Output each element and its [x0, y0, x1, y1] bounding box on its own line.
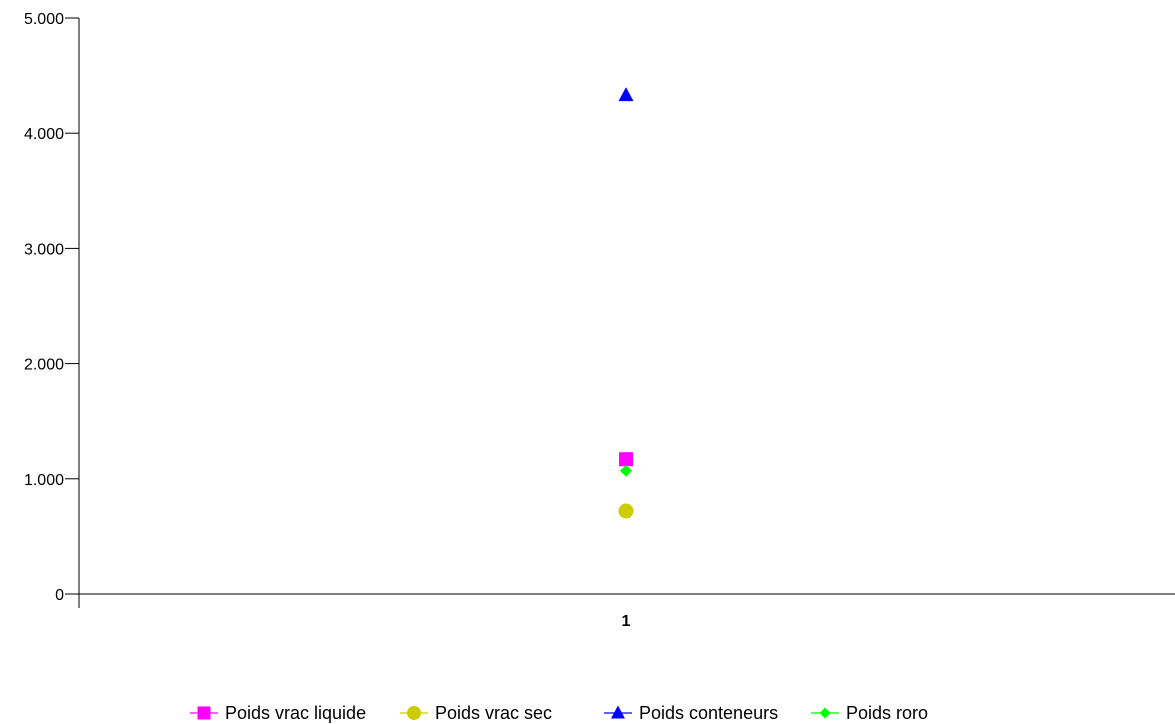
y-tick-label: 1.000: [24, 472, 64, 489]
data-point-square: [619, 452, 633, 467]
legend-label: Poids vrac liquide: [225, 703, 366, 723]
data-points: [618, 87, 634, 519]
legend-label: Poids vrac sec: [435, 703, 552, 723]
y-tick-label: 4.000: [24, 126, 64, 143]
data-point-diamond: [620, 464, 632, 477]
x-axis-ticks: 1: [622, 613, 631, 630]
data-point-triangle: [618, 87, 634, 102]
legend-marker-circle: [407, 706, 421, 720]
legend-item: Poids roro: [811, 703, 928, 723]
legend: Poids vrac liquide Poids vrac sec Poids co…: [190, 703, 928, 723]
legend-label: Poids conteneurs: [639, 703, 778, 723]
axes: [78, 18, 1175, 608]
legend-marker-square: [197, 706, 211, 720]
y-axis-ticks: 0 1.000 2.000 3.000 4.000 5.000: [24, 11, 79, 604]
y-tick-label: 2.000: [24, 357, 64, 374]
y-tick-label: 3.000: [24, 241, 64, 258]
data-point-circle: [618, 503, 634, 519]
legend-marker-diamond: [819, 707, 831, 719]
x-category-label: 1: [622, 613, 631, 630]
y-tick-label: 5.000: [24, 11, 64, 28]
legend-marker-triangle: [611, 705, 625, 719]
y-tick-label: 0: [55, 587, 64, 604]
legend-label: Poids roro: [846, 703, 928, 723]
legend-item: Poids vrac liquide: [190, 703, 366, 723]
legend-item: Poids vrac sec: [400, 703, 552, 723]
legend-item: Poids conteneurs: [604, 703, 778, 723]
